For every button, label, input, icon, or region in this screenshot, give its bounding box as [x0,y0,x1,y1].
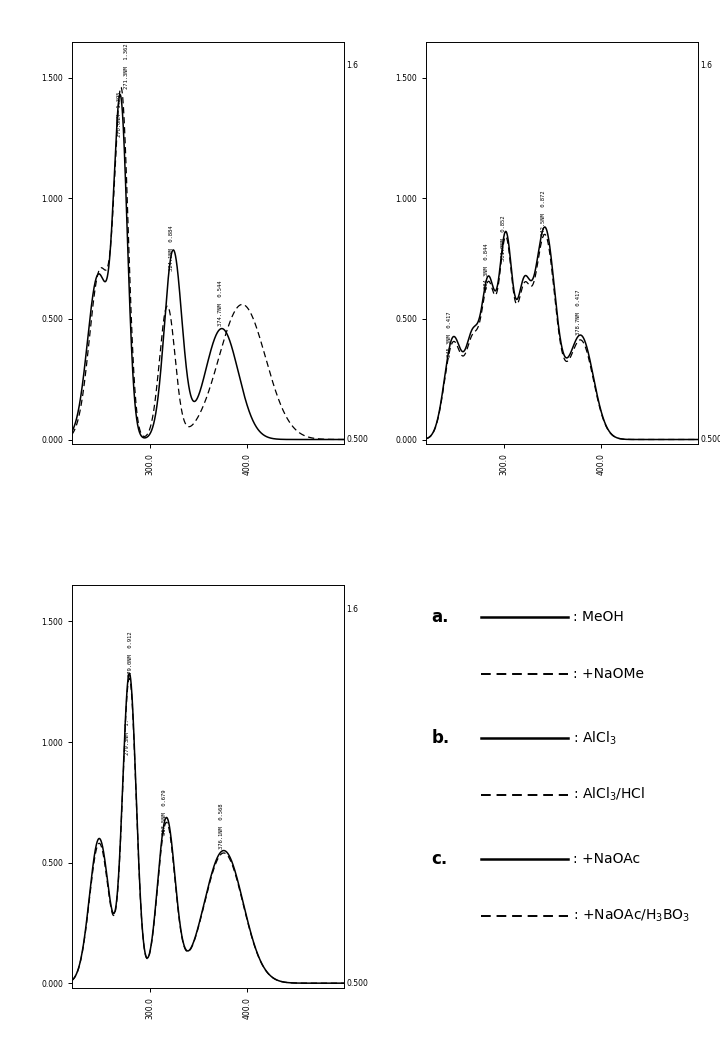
Text: 0.500: 0.500 [346,435,368,444]
Text: 1.6: 1.6 [346,61,359,71]
Text: : +NaOMe: : +NaOMe [573,667,644,681]
Text: 279.3NM  1.: 279.3NM 1. [125,720,130,755]
Text: : AlCl$_3$: : AlCl$_3$ [573,730,616,747]
Text: c.: c. [431,850,448,868]
Text: 279.0NM  0.912: 279.0NM 0.912 [128,631,133,677]
Text: 1.6: 1.6 [701,61,712,71]
Text: 1.6: 1.6 [346,605,359,614]
Text: 376.1NM  0.568: 376.1NM 0.568 [219,804,224,849]
Text: 245.3NM  0.417: 245.3NM 0.417 [447,312,452,358]
Text: : AlCl$_3$/HCl: : AlCl$_3$/HCl [573,786,645,803]
Text: : +NaOAc/H$_3$BO$_3$: : +NaOAc/H$_3$BO$_3$ [573,907,690,924]
Text: 284.3NM  0.844: 284.3NM 0.844 [485,243,490,288]
Text: b.: b. [431,729,450,748]
Text: 317.5NM  0.679: 317.5NM 0.679 [163,789,168,835]
Text: 0.500: 0.500 [701,435,720,444]
Text: 324.1NM  0.884: 324.1NM 0.884 [169,226,174,270]
Text: 270.0NM  1.395: 270.0NM 1.395 [117,92,122,137]
Text: 301.9NM  0.852: 301.9NM 0.852 [501,215,506,260]
Text: : +NaOAc: : +NaOAc [573,852,640,866]
Text: a.: a. [431,608,449,626]
Text: 271.3NM  1.362: 271.3NM 1.362 [124,44,129,88]
Text: 374.7NM  0.544: 374.7NM 0.544 [218,281,223,326]
Text: : MeOH: : MeOH [573,610,624,624]
Text: 0.500: 0.500 [346,979,368,988]
Text: 378.7NM  0.417: 378.7NM 0.417 [576,289,581,335]
Text: 342.5NM  0.872: 342.5NM 0.872 [541,190,546,236]
